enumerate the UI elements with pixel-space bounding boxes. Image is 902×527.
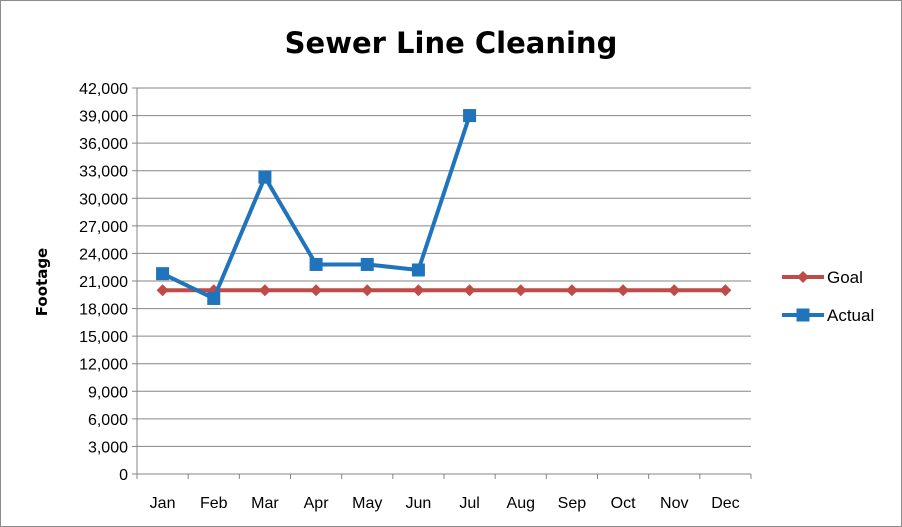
data-point-actual <box>411 263 425 277</box>
x-tick-label: Dec <box>711 495 739 512</box>
data-point-goal <box>463 284 476 297</box>
x-tick-label: Apr <box>304 495 330 512</box>
x-tick-label: Aug <box>507 495 535 512</box>
chart-title: Sewer Line Cleaning <box>285 26 618 60</box>
y-tick-label: 36,000 <box>79 136 128 153</box>
data-point-goal <box>617 284 630 297</box>
series-goal <box>156 284 732 297</box>
data-point-goal <box>412 284 425 297</box>
y-axis-label: Footage <box>33 248 51 316</box>
legend-swatch-marker <box>797 271 809 283</box>
legend-item-goal: Goal <box>782 268 863 287</box>
x-tick-label: May <box>352 495 382 512</box>
legend: Goal Actual <box>782 268 874 325</box>
x-tick-label: Oct <box>611 495 636 512</box>
axes <box>132 87 752 479</box>
x-tick-label: Sep <box>558 495 587 512</box>
legend-label: Actual <box>827 306 874 325</box>
data-point-goal <box>310 284 323 297</box>
y-tick-label: 39,000 <box>79 109 128 126</box>
data-point-actual <box>309 257 323 271</box>
x-tick-label: Jun <box>406 495 432 512</box>
x-tick-label: Nov <box>660 495 688 512</box>
y-tick-label: 42,000 <box>79 81 128 98</box>
y-tick-label: 21,000 <box>79 274 128 291</box>
data-point-actual <box>156 267 170 281</box>
y-tick-labels: 0 3,000 6,000 9,000 12,000 15,000 18,000 21,000… <box>79 81 128 484</box>
data-point-goal <box>668 284 681 297</box>
legend-label: Goal <box>827 268 863 287</box>
gridlines <box>137 87 751 447</box>
x-tick-label: Mar <box>251 495 279 512</box>
data-series <box>156 109 732 305</box>
x-tick-label: Jul <box>459 495 479 512</box>
data-point-goal <box>719 284 732 297</box>
data-point-actual <box>360 257 374 271</box>
data-point-goal <box>565 284 578 297</box>
data-point-actual <box>207 291 221 305</box>
y-tick-label: 30,000 <box>79 191 128 208</box>
y-tick-label: 12,000 <box>79 357 128 374</box>
y-tick-label: 0 <box>119 467 128 484</box>
y-tick-label: 24,000 <box>79 246 128 263</box>
series-actual <box>156 109 477 305</box>
y-tick-label: 3,000 <box>88 439 128 456</box>
x-tick-labels: Jan Feb Mar Apr May Jun Jul Aug Sep Oct Nov Dec <box>150 495 740 512</box>
y-tick-label: 33,000 <box>79 164 128 181</box>
data-point-goal <box>258 284 271 297</box>
data-point-goal <box>514 284 527 297</box>
y-tick-label: 27,000 <box>79 219 128 236</box>
data-point-goal <box>361 284 374 297</box>
x-tick-label: Feb <box>200 495 228 512</box>
y-tick-label: 6,000 <box>88 412 128 429</box>
legend-item-actual: Actual <box>782 306 874 325</box>
legend-swatch-marker <box>796 308 810 322</box>
y-tick-label: 18,000 <box>79 302 128 319</box>
data-point-goal <box>156 284 169 297</box>
x-tick-label: Jan <box>150 495 176 512</box>
data-point-actual <box>463 109 477 123</box>
data-point-actual <box>258 170 272 184</box>
y-tick-label: 15,000 <box>79 329 128 346</box>
y-tick-label: 9,000 <box>88 384 128 401</box>
